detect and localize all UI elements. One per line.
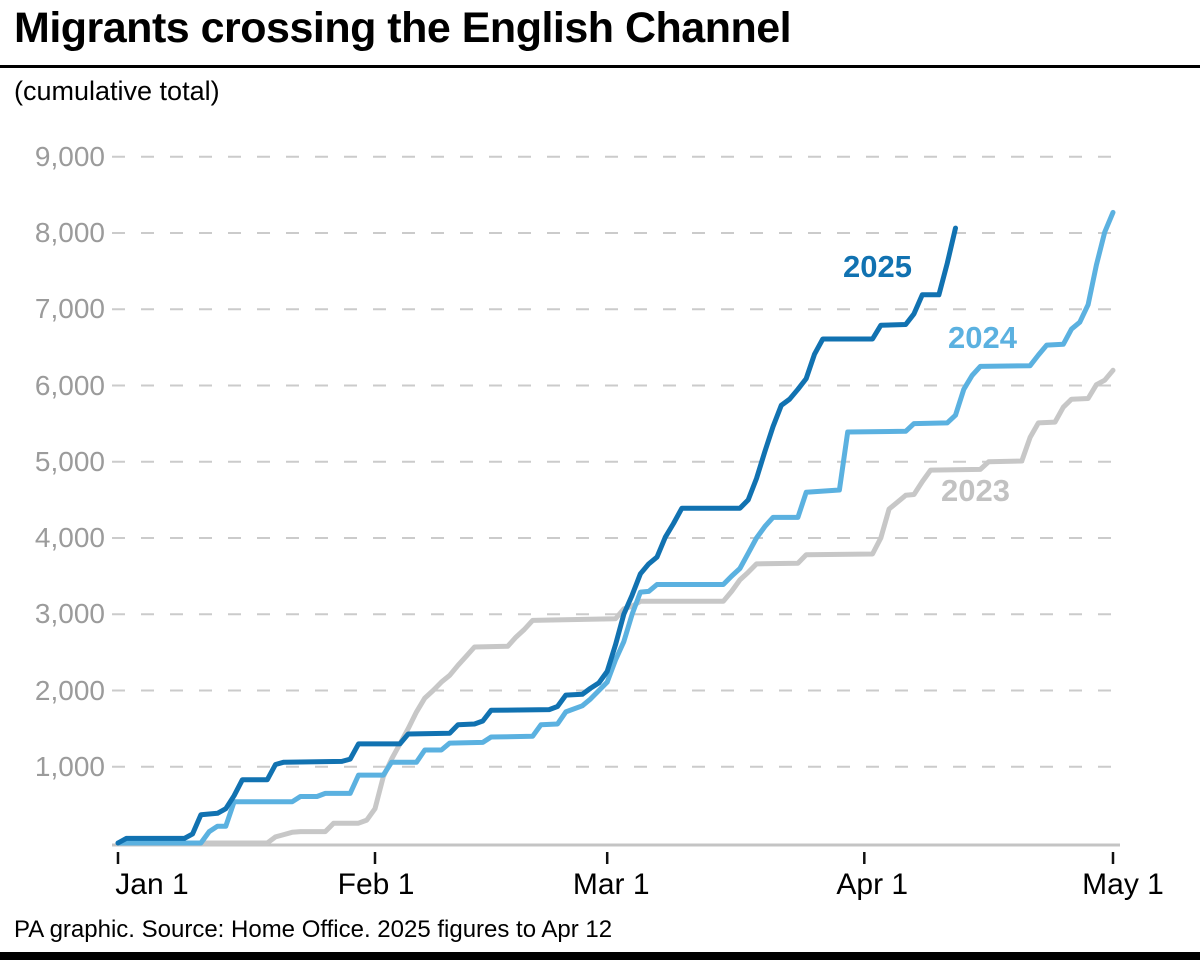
source-credit: PA graphic. Source: Home Office. 2025 fi… [14,916,613,943]
series-line-2023 [115,367,1116,846]
y-axis-tick-label: 1,000 [34,750,105,782]
bottom-bar [0,952,1200,960]
title-divider [0,65,1200,68]
gridlines [112,155,1115,768]
y-axis-tick-label: 2,000 [34,674,105,706]
x-axis-tick-label: Jan 1 [115,868,189,901]
series-line-2025 [115,225,958,846]
x-axis-tick-label: May 1 [1082,868,1164,901]
y-axis-tick-label: 9,000 [34,140,105,172]
chart-subtitle: (cumulative total) [14,76,220,106]
y-axis-tick-label: 4,000 [34,522,105,553]
x-axis-tick-label: Feb 1 [337,868,415,901]
y-axis-tick-label: 6,000 [34,369,105,401]
y-axis-tick-label: 7,000 [34,293,105,325]
series-label-2023: 2023 [941,473,1010,508]
y-axis-tick-label: 8,000 [34,217,105,248]
x-axis-ticks [116,852,1115,864]
y-axis-tick-label: 3,000 [34,598,105,630]
series-label-2025: 2025 [843,249,912,284]
x-axis-tick-label: Apr 1 [836,868,909,901]
y-axis-tick-label: 5,000 [34,445,105,477]
x-axis-tick-label: Mar 1 [572,868,650,901]
series-line-2024 [115,209,1116,846]
page-title: Migrants crossing the English Channel [14,4,792,52]
series-label-2024: 2024 [948,320,1017,355]
